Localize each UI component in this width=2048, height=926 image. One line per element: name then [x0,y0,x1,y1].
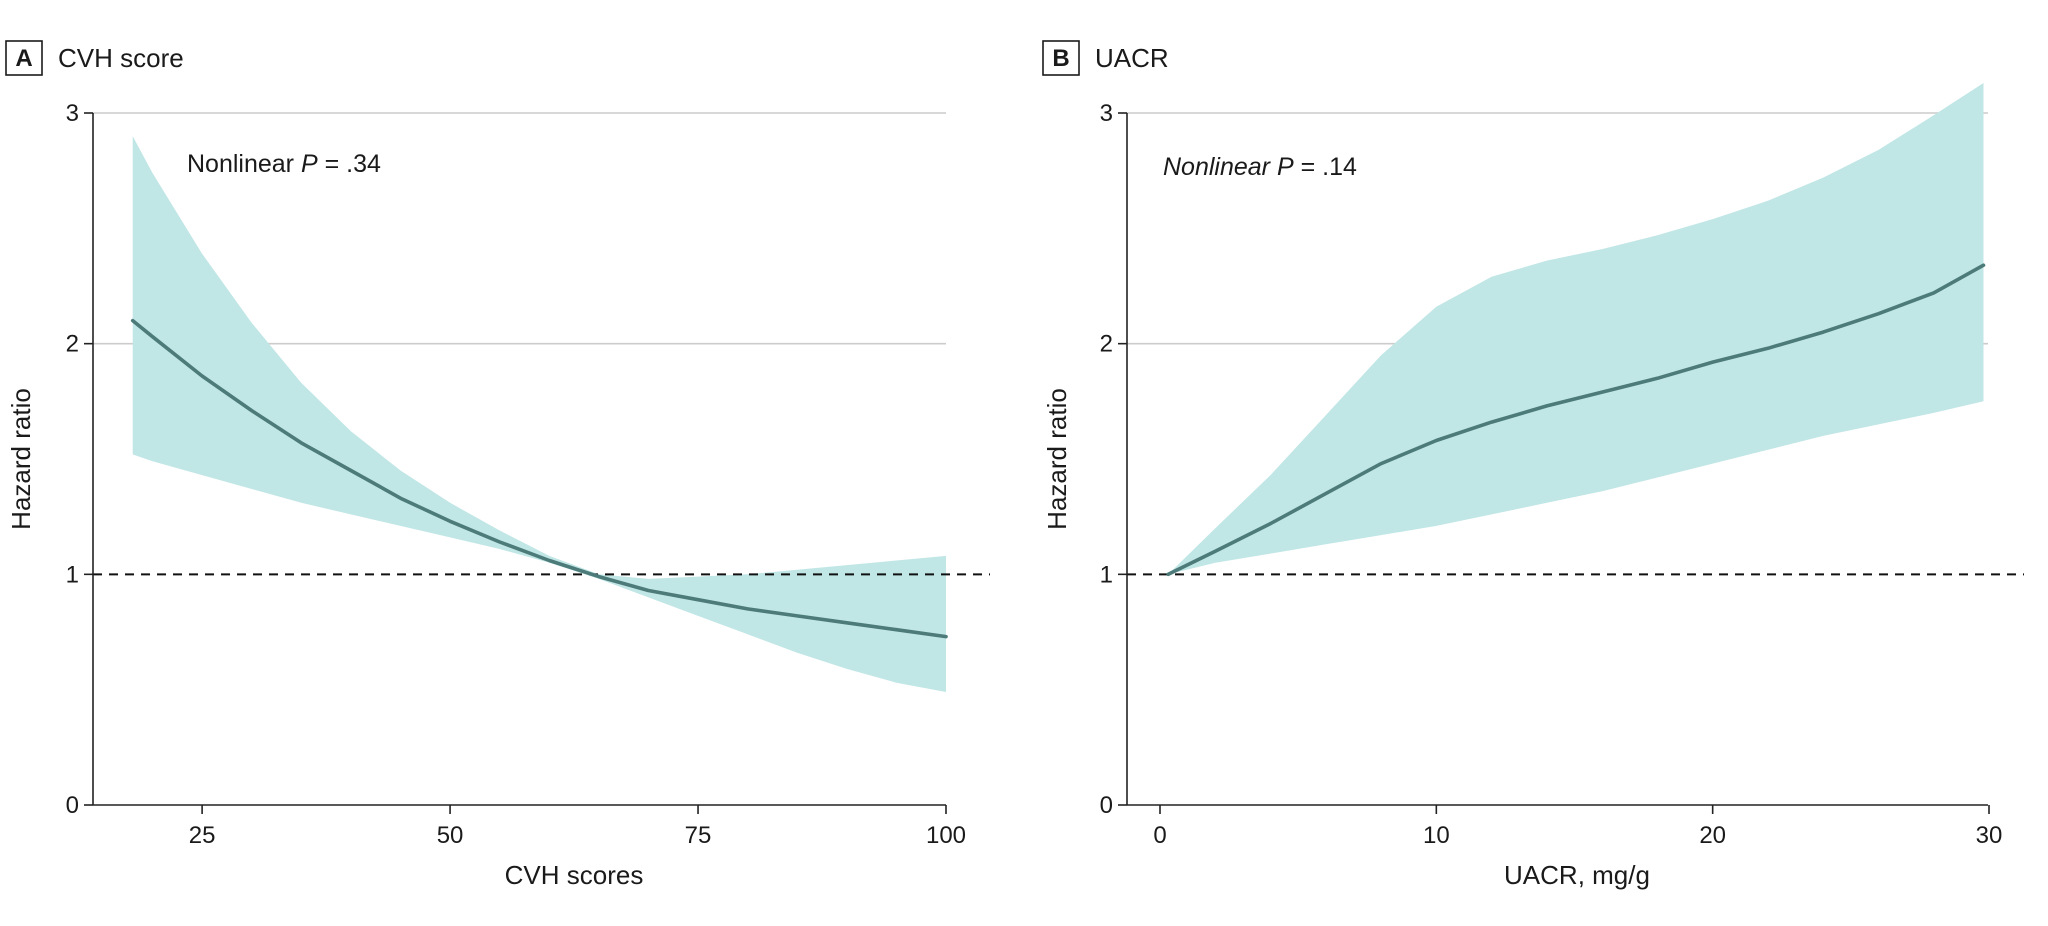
panel-a-x-axis-label: CVH scores [505,860,644,890]
panel-a-nonlinear-p: Nonlinear P = .34 [187,150,381,178]
panel-b-hazard-curve [1166,263,1986,577]
panel-b-y-tick-label-3: 3 [1100,100,1113,127]
panel-b-x-tick-label-30: 30 [1976,822,2003,849]
panel-b-y-tick-label-1: 1 [1100,561,1113,588]
panel-a-title: CVH score [58,43,184,73]
panel-b-title: UACR [1095,43,1169,73]
panel-b-y-tick-label-2: 2 [1100,331,1113,358]
panel-b-x-tick-label-10: 10 [1423,822,1450,849]
panel-a-letter: A [15,45,32,72]
panel-b-x-axis-label: UACR, mg/g [1504,860,1650,890]
panel-b-p-value: = .14 [1294,153,1357,181]
panel-a-y-tick-label-1: 1 [66,561,79,588]
panel-b-confidence-band [1168,83,1984,575]
panel-a: 0 1 2 3 25 50 75 100 A CVH score Hazard ratio C… [5,40,990,890]
panel-b-letter-box [1042,40,1080,76]
panel-a-letter-box [5,40,43,76]
panel-a-y-tick-label-3: 3 [66,100,79,127]
panel-a-x-tick-label-75: 75 [685,822,712,849]
panel-b-p-symbol: Nonlinear P [1163,153,1294,181]
panel-b-nonlinear-p: Nonlinear P = .14 [1163,153,1357,181]
panel-b-y-tick-label-0: 0 [1100,792,1113,819]
panel-a-y-tick-label-2: 2 [66,331,79,358]
panel-b-x-tick-label-0: 0 [1153,822,1166,849]
panel-a-x-tick-label-50: 50 [437,822,464,849]
panel-b-y-axis-label: Hazard ratio [1042,388,1072,530]
panel-b-x-tick-label-20: 20 [1699,822,1726,849]
panel-a-x-tick-label-25: 25 [189,822,216,849]
panel-a-x-tick-label-100: 100 [926,822,966,849]
panel-a-hazard-curve [130,318,948,639]
panel-a-p-symbol: P [301,150,318,178]
panel-b-letter: B [1052,45,1069,72]
panel-a-nonlinear-prefix: Nonlinear [187,150,301,178]
panel-a-plot-area: 0 1 2 3 25 50 75 100 [66,100,990,849]
panel-a-y-axis-label: Hazard ratio [6,388,36,530]
panel-a-confidence-band [132,136,946,693]
panel-a-y-tick-label-0: 0 [66,792,79,819]
panel-a-p-value: = .34 [318,150,381,178]
